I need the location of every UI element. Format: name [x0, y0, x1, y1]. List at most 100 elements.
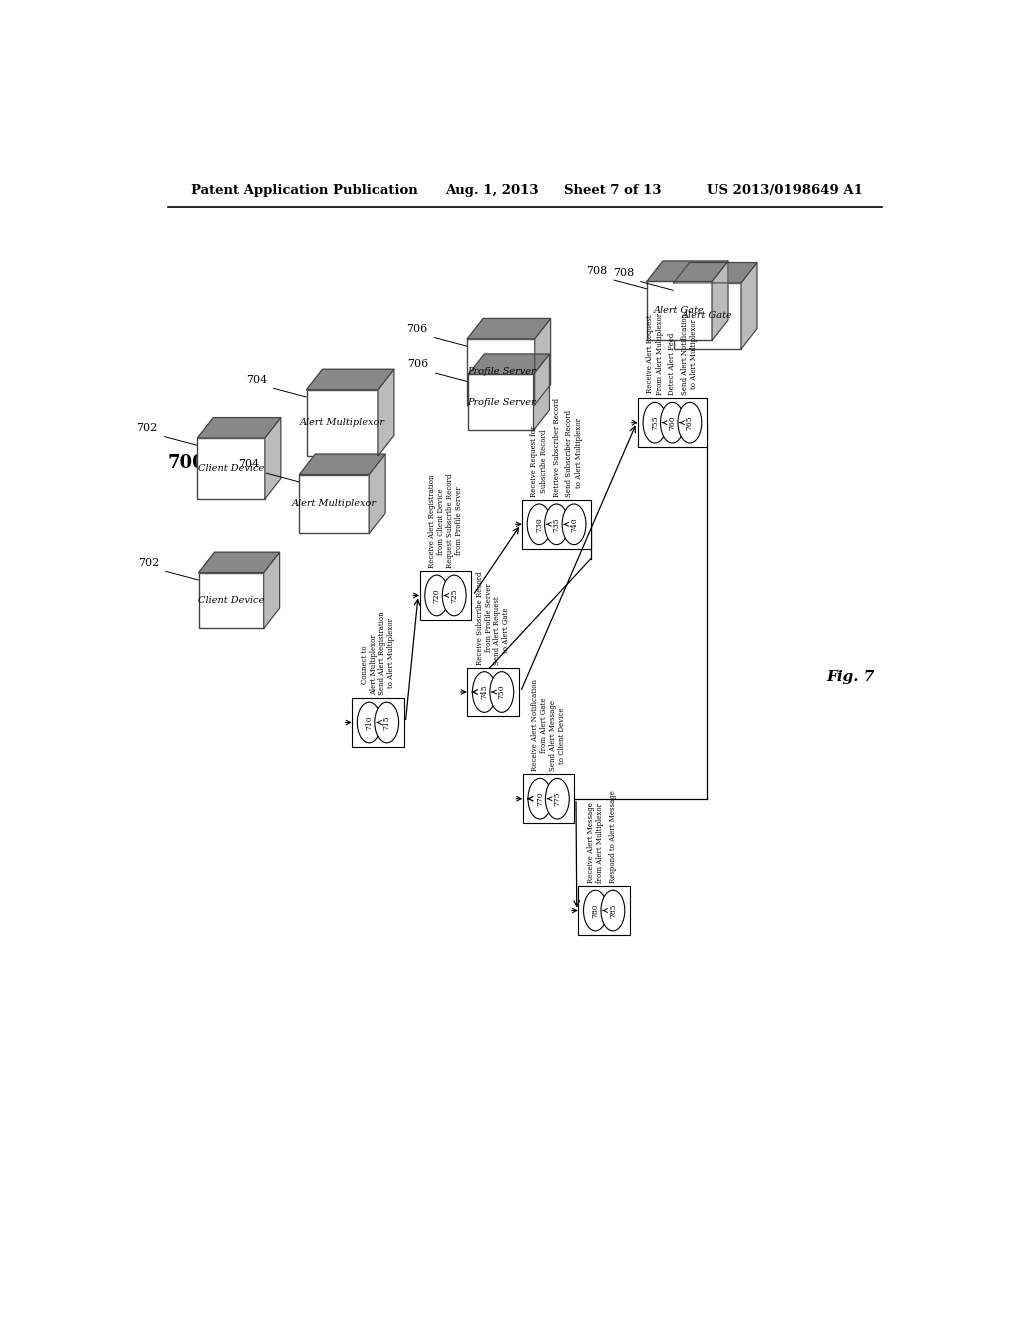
Text: 700: 700 [168, 454, 206, 473]
Text: 780: 780 [592, 903, 599, 917]
Text: 725: 725 [451, 589, 458, 603]
Ellipse shape [678, 403, 701, 444]
Text: Client Device: Client Device [198, 597, 264, 605]
Text: 730: 730 [536, 517, 543, 532]
Text: Profile Server: Profile Server [467, 397, 536, 407]
Text: Aug. 1, 2013: Aug. 1, 2013 [445, 183, 539, 197]
Text: 775: 775 [553, 792, 561, 807]
Polygon shape [199, 552, 280, 573]
Text: 715: 715 [383, 715, 391, 730]
Text: Receive Request for
Subscribe Record: Receive Request for Subscribe Record [530, 425, 548, 496]
Polygon shape [468, 354, 550, 375]
Text: Sheet 7 of 13: Sheet 7 of 13 [564, 183, 662, 197]
Bar [579, 886, 630, 935]
Bar [467, 668, 519, 717]
Text: Receive Alert Notification
from Alert Gate: Receive Alert Notification from Alert Ga… [531, 680, 549, 771]
Text: Connect to
Alert Multiplexor: Connect to Alert Multiplexor [360, 635, 378, 696]
Polygon shape [534, 354, 550, 430]
Bar [198, 438, 265, 499]
Text: 720: 720 [433, 589, 440, 603]
Polygon shape [378, 370, 394, 455]
Text: Fig. 7: Fig. 7 [826, 669, 874, 684]
Polygon shape [647, 261, 728, 281]
Ellipse shape [528, 779, 552, 818]
Text: Request Subscribe Record
from Profile Server: Request Subscribe Record from Profile Se… [445, 474, 463, 568]
Text: 706: 706 [407, 323, 428, 334]
Bar [306, 389, 378, 455]
Text: Alert Gate: Alert Gate [654, 306, 705, 315]
Bar [467, 339, 535, 405]
Ellipse shape [375, 702, 398, 743]
Ellipse shape [472, 672, 497, 713]
Polygon shape [674, 263, 757, 282]
Text: 760: 760 [669, 416, 677, 430]
Text: 710: 710 [366, 715, 374, 730]
Ellipse shape [601, 890, 625, 931]
Text: Receive Alert Message
from Alert Multiplexor: Receive Alert Message from Alert Multipl… [587, 803, 604, 883]
Ellipse shape [546, 779, 569, 818]
Text: Detect Alert Feed: Detect Alert Feed [669, 333, 677, 395]
Text: 770: 770 [536, 792, 544, 807]
Bar [522, 500, 591, 549]
Text: Receive Alert Request
From Alert Multiplexor: Receive Alert Request From Alert Multipl… [646, 313, 664, 395]
Polygon shape [306, 370, 394, 389]
Ellipse shape [584, 890, 607, 931]
Text: 785: 785 [609, 903, 616, 917]
Text: 708: 708 [586, 267, 607, 276]
Ellipse shape [489, 672, 514, 713]
Text: 765: 765 [686, 416, 694, 430]
Bar [523, 775, 574, 824]
Polygon shape [535, 318, 551, 405]
Text: Receive Alert Registration
from Client Device: Receive Alert Registration from Client D… [428, 474, 445, 568]
Text: Alert Multiplexor: Alert Multiplexor [292, 499, 377, 508]
Text: Send Subscriber Record
to Alert Multiplexor: Send Subscriber Record to Alert Multiple… [565, 411, 583, 496]
Bar [199, 573, 264, 628]
Ellipse shape [442, 576, 466, 616]
Ellipse shape [425, 576, 449, 616]
Text: Profile Server: Profile Server [467, 367, 536, 376]
Ellipse shape [643, 403, 667, 444]
Ellipse shape [545, 504, 568, 545]
Text: 704: 704 [246, 375, 267, 384]
Text: 702: 702 [137, 557, 159, 568]
Text: Receive Subscribe Record
from Profile Server: Receive Subscribe Record from Profile Se… [476, 572, 493, 664]
Polygon shape [467, 318, 551, 339]
Text: 735: 735 [553, 517, 560, 532]
Bar [647, 281, 712, 341]
Text: Client Device: Client Device [198, 463, 264, 473]
Text: US 2013/0198649 A1: US 2013/0198649 A1 [708, 183, 863, 197]
Polygon shape [712, 261, 728, 341]
Ellipse shape [660, 403, 684, 444]
Text: 750: 750 [498, 685, 506, 700]
Text: Retrieve Subscriber Record: Retrieve Subscriber Record [553, 397, 560, 496]
Text: Alert Gate: Alert Gate [682, 312, 733, 321]
Text: 708: 708 [612, 268, 634, 277]
Text: Patent Application Publication: Patent Application Publication [191, 183, 418, 197]
Bar [674, 282, 741, 348]
Polygon shape [198, 417, 281, 438]
Ellipse shape [562, 504, 586, 545]
Bar [468, 375, 534, 430]
Bar [638, 399, 707, 447]
Text: Send Alert Notification
to Alert Multiplexor: Send Alert Notification to Alert Multipl… [681, 313, 698, 395]
Text: 740: 740 [570, 517, 578, 532]
Polygon shape [370, 454, 385, 533]
Text: Respond to Alert Message: Respond to Alert Message [609, 791, 616, 883]
Text: 755: 755 [651, 416, 659, 430]
Polygon shape [741, 263, 757, 348]
Bar [352, 698, 403, 747]
Text: Send Alert Registration
to Alert Multiplexor: Send Alert Registration to Alert Multipl… [378, 611, 395, 696]
Bar [299, 474, 370, 533]
Ellipse shape [527, 504, 551, 545]
Text: 706: 706 [408, 359, 429, 370]
Polygon shape [265, 417, 281, 499]
Text: 745: 745 [480, 685, 488, 700]
Text: Send Alert Request
to Alert Gate: Send Alert Request to Alert Gate [494, 595, 510, 664]
Ellipse shape [357, 702, 381, 743]
Text: 704: 704 [239, 459, 260, 470]
Text: 702: 702 [136, 422, 158, 433]
Polygon shape [299, 454, 385, 474]
Text: Send Alert Message
to Client Device: Send Alert Message to Client Device [549, 701, 566, 771]
Polygon shape [264, 552, 280, 628]
Text: Alert Multiplexor: Alert Multiplexor [300, 418, 385, 428]
